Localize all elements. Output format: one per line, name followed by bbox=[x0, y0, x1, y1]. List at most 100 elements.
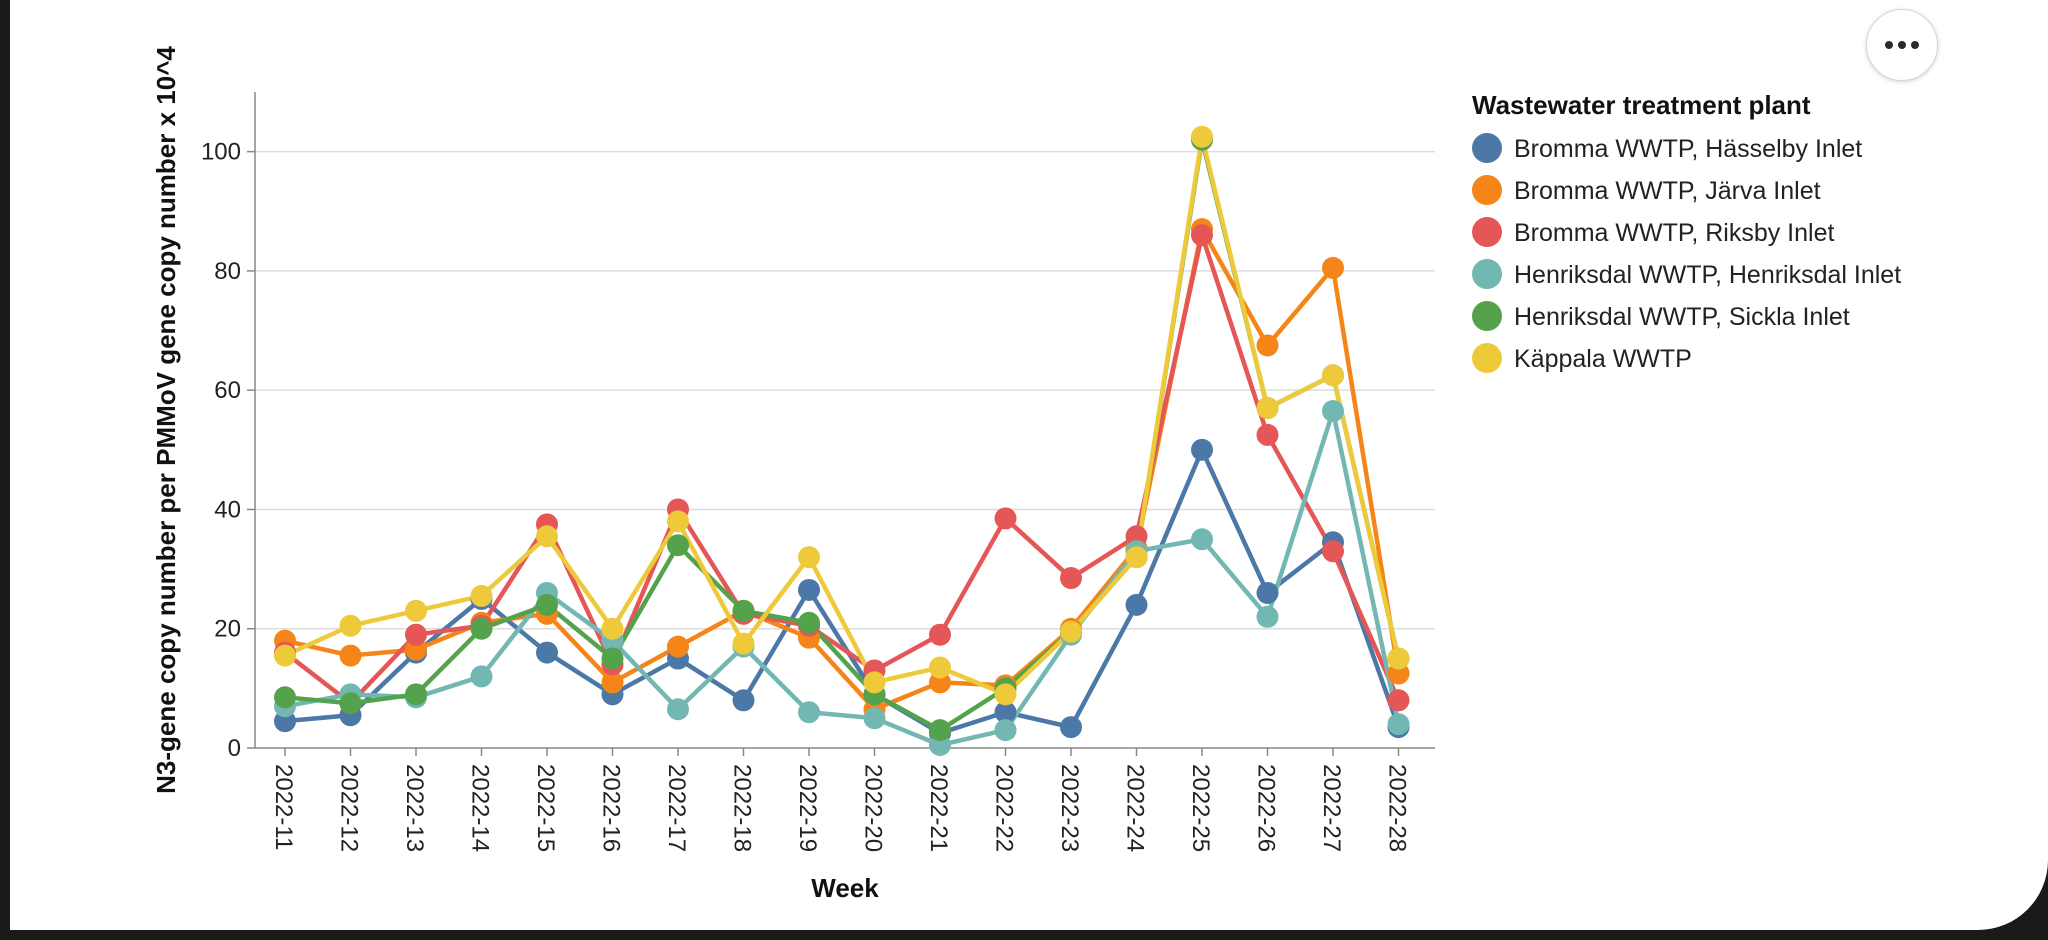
data-point[interactable] bbox=[1322, 364, 1344, 387]
data-point[interactable] bbox=[470, 584, 493, 607]
y-tick-label: 60 bbox=[214, 377, 241, 404]
x-tick-label: 2022-11 bbox=[270, 764, 297, 850]
data-point[interactable] bbox=[339, 692, 362, 715]
data-point[interactable] bbox=[994, 507, 1017, 530]
x-axis-title: Week bbox=[811, 873, 879, 903]
data-point[interactable] bbox=[863, 671, 886, 694]
x-tick-label: 2022-22 bbox=[991, 764, 1018, 852]
data-point[interactable] bbox=[732, 599, 755, 622]
more-dots-icon bbox=[1885, 41, 1919, 49]
data-point[interactable] bbox=[1256, 423, 1279, 446]
data-point[interactable] bbox=[1387, 689, 1410, 712]
data-point[interactable] bbox=[339, 644, 362, 667]
data-point[interactable] bbox=[667, 510, 689, 533]
y-tick-label: 100 bbox=[201, 139, 241, 166]
data-point[interactable] bbox=[536, 641, 558, 664]
more-options-button[interactable] bbox=[1866, 9, 1938, 81]
data-point[interactable] bbox=[339, 614, 362, 637]
legend-label: Bromma WWTP, Riksby Inlet bbox=[1514, 219, 1834, 247]
data-point[interactable] bbox=[1322, 540, 1344, 563]
data-point[interactable] bbox=[1387, 713, 1410, 736]
data-point[interactable] bbox=[1060, 567, 1082, 590]
x-tick-label: 2022-13 bbox=[401, 764, 428, 852]
series-line bbox=[284, 226, 1401, 712]
x-tick-label: 2022-23 bbox=[1056, 764, 1083, 852]
data-point[interactable] bbox=[667, 534, 689, 557]
data-point[interactable] bbox=[994, 683, 1017, 706]
x-tick-label: 2022-16 bbox=[598, 764, 625, 852]
legend-swatch bbox=[1472, 175, 1502, 205]
x-tick-label: 2022-27 bbox=[1318, 764, 1345, 852]
data-point[interactable] bbox=[1125, 593, 1148, 616]
data-point[interactable] bbox=[1322, 256, 1344, 279]
data-point[interactable] bbox=[1191, 125, 1213, 148]
data-point[interactable] bbox=[1256, 334, 1279, 357]
data-point[interactable] bbox=[798, 578, 820, 601]
data-point[interactable] bbox=[798, 701, 820, 724]
data-point[interactable] bbox=[994, 701, 1017, 724]
x-tick-label: 2022-26 bbox=[1253, 764, 1280, 852]
data-point[interactable] bbox=[601, 617, 624, 640]
x-tick-label: 2022-12 bbox=[336, 764, 363, 852]
x-tick-label: 2022-21 bbox=[925, 764, 952, 852]
data-point[interactable] bbox=[667, 698, 689, 721]
data-point[interactable] bbox=[929, 719, 951, 742]
data-point[interactable] bbox=[470, 617, 493, 640]
series-line bbox=[283, 232, 1401, 706]
legend-label: Henriksdal WWTP, Henriksdal Inlet bbox=[1514, 261, 1901, 289]
legend-label: Bromma WWTP, Hässelby Inlet bbox=[1514, 135, 1862, 163]
data-point[interactable] bbox=[274, 644, 296, 667]
x-tick-label: 2022-15 bbox=[532, 764, 559, 852]
data-point[interactable] bbox=[1060, 620, 1082, 643]
legend-swatch bbox=[1472, 259, 1502, 289]
data-point[interactable] bbox=[1191, 438, 1213, 461]
series-lines bbox=[283, 134, 1401, 748]
series-line bbox=[284, 134, 1401, 697]
data-point[interactable] bbox=[1256, 605, 1279, 628]
x-tick-label: 2022-19 bbox=[794, 764, 821, 852]
data-point[interactable] bbox=[601, 647, 624, 670]
legend[interactable]: Bromma WWTP, Hässelby Inlet Bromma WWTP, … bbox=[1472, 133, 1901, 373]
legend-swatch bbox=[1472, 217, 1502, 247]
series-points bbox=[274, 125, 1410, 757]
data-point[interactable] bbox=[667, 635, 689, 658]
y-tick-label: 20 bbox=[214, 616, 241, 643]
data-point[interactable] bbox=[405, 599, 427, 622]
data-point[interactable] bbox=[732, 689, 755, 712]
data-point[interactable] bbox=[1191, 224, 1213, 247]
data-point[interactable] bbox=[470, 665, 493, 688]
x-tick-label: 2022-18 bbox=[729, 764, 756, 852]
data-point[interactable] bbox=[732, 632, 755, 655]
data-point[interactable] bbox=[405, 683, 427, 706]
data-point[interactable] bbox=[929, 656, 951, 679]
data-point[interactable] bbox=[1256, 581, 1279, 604]
data-point[interactable] bbox=[405, 623, 427, 646]
y-axis-title: N3-gene copy number per PMMoV gene copy … bbox=[151, 46, 181, 794]
data-point[interactable] bbox=[274, 686, 296, 709]
x-tick-label: 2022-14 bbox=[467, 764, 494, 852]
data-point[interactable] bbox=[1256, 397, 1279, 420]
legend-label: Käppala WWTP bbox=[1514, 345, 1692, 373]
data-point[interactable] bbox=[994, 719, 1017, 742]
data-point[interactable] bbox=[601, 671, 624, 694]
data-point[interactable] bbox=[798, 611, 820, 634]
data-point[interactable] bbox=[863, 707, 886, 730]
x-tick-label: 2022-17 bbox=[663, 764, 690, 852]
legend-swatch bbox=[1472, 133, 1502, 163]
x-tick-label: 2022-20 bbox=[860, 764, 887, 852]
data-point[interactable] bbox=[1125, 546, 1148, 569]
data-point[interactable] bbox=[1387, 647, 1410, 670]
data-point[interactable] bbox=[1060, 716, 1082, 739]
x-tick-label: 2022-28 bbox=[1384, 764, 1411, 852]
legend-title: Wastewater treatment plant bbox=[1472, 90, 1811, 120]
y-tick-label: 80 bbox=[214, 258, 241, 285]
legend-swatch bbox=[1472, 301, 1502, 331]
data-point[interactable] bbox=[1191, 528, 1213, 551]
data-point[interactable] bbox=[798, 546, 820, 569]
data-point[interactable] bbox=[1322, 400, 1344, 423]
data-point[interactable] bbox=[929, 623, 951, 646]
data-point[interactable] bbox=[536, 593, 558, 616]
axes: 0 20 40 60 80 100 2022-11 2022-12 2022-13 2022-14… bbox=[201, 92, 1435, 852]
data-point[interactable] bbox=[536, 525, 558, 548]
legend-label: Bromma WWTP, Järva Inlet bbox=[1514, 177, 1821, 205]
